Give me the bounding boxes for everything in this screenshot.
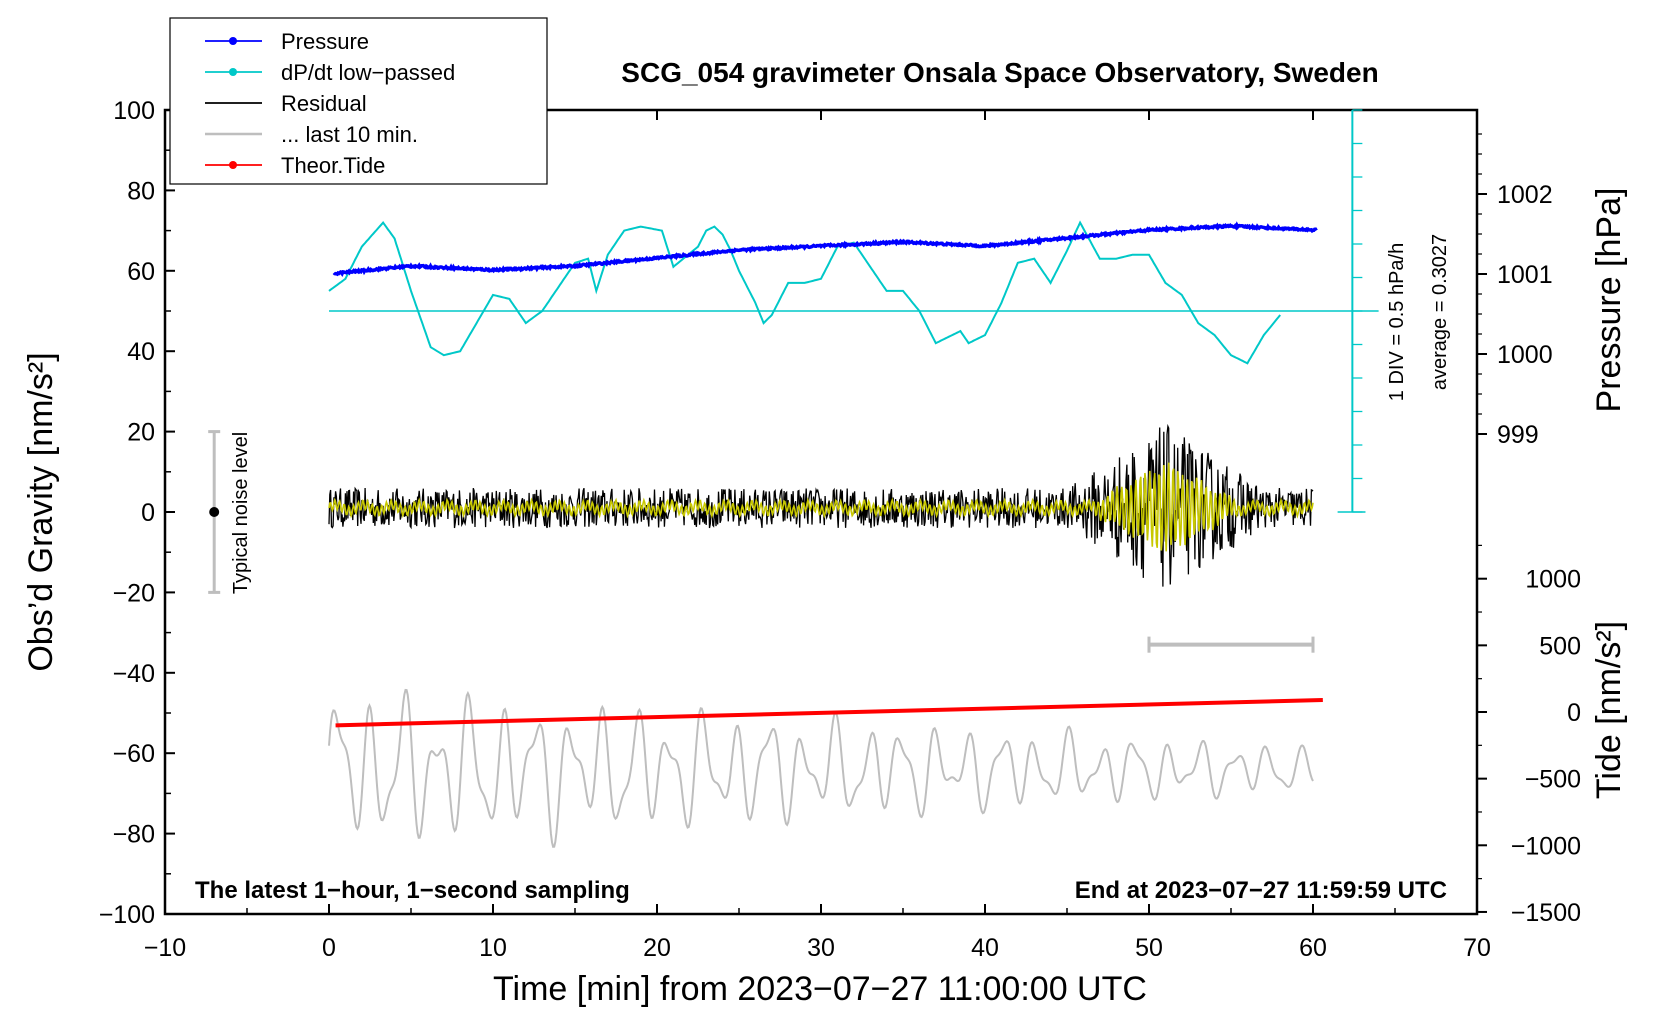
pressure-axis-title: Pressure [hPa] [1590, 188, 1628, 413]
average-label: average = 0.3027 [1429, 234, 1451, 390]
pressure-tick-label: 1001 [1497, 261, 1553, 289]
series-pressure [332, 221, 1318, 278]
legend-label: Residual [281, 91, 367, 116]
noise-bar-dot [209, 507, 220, 517]
legend-box [169, 17, 548, 185]
legend-marker [229, 37, 237, 45]
x-tick-label: −10 [144, 934, 186, 962]
pressure-tick-label: 1000 [1497, 341, 1553, 369]
tide-tick-label: 1000 [1525, 566, 1581, 594]
series-theoretical-tide [335, 698, 1323, 728]
series-layer [328, 220, 1323, 848]
x-tick-label: 20 [643, 934, 671, 962]
series-residual-smoothed [328, 462, 1314, 552]
tide-tick-label: −1000 [1511, 832, 1581, 860]
tide-tick-label: −500 [1525, 766, 1581, 794]
x-tick-label: 10 [479, 934, 507, 962]
legend-label: Theor.Tide [281, 153, 385, 178]
y-tick-label: 20 [127, 419, 155, 447]
footer-right: End at 2023−07−27 11:59:59 UTC [1075, 877, 1447, 904]
noise-label: Typical noise level [230, 432, 252, 594]
y-axis-left-title: Obs’d Gravity [nm/s²] [22, 352, 60, 671]
series-dpdt [328, 220, 1281, 365]
x-tick-label: 50 [1135, 934, 1163, 962]
y-tick-label: 40 [127, 338, 155, 366]
y-tick-label: −20 [113, 579, 155, 607]
x-tick-label: 60 [1299, 934, 1327, 962]
div-label: 1 DIV = 0.5 hPa/h [1386, 243, 1408, 401]
legend-marker [229, 68, 237, 76]
x-tick-label: 30 [807, 934, 835, 962]
legend-label: dP/dt low−passed [281, 60, 455, 85]
axes-layer: −10 0 10 20 30 40 50 60 70100806040200−20−40−60−… [99, 97, 1581, 962]
y-tick-label: 0 [141, 499, 155, 527]
x-tick-label: 70 [1463, 934, 1491, 962]
y-tick-label: 100 [113, 97, 155, 125]
tide-tick-label: −1500 [1511, 899, 1581, 927]
tide-tick-label: 0 [1567, 699, 1581, 727]
tide-axis-title: Tide [nm/s²] [1590, 621, 1628, 799]
x-tick-label: 0 [322, 934, 336, 962]
x-tick-label: 40 [971, 934, 999, 962]
legend-label: Pressure [281, 29, 369, 54]
pressure-tick-label: 1002 [1497, 181, 1553, 209]
y-tick-label: −60 [113, 740, 155, 768]
legend-items: Pressure dP/dt low−passed Residual ... last… [205, 29, 455, 178]
y-tick-label: −100 [99, 901, 155, 929]
y-tick-label: 60 [127, 258, 155, 286]
legend-marker [229, 161, 237, 169]
y-tick-label: −80 [113, 821, 155, 849]
chart-title: SCG_054 gravimeter Onsala Space Observat… [621, 57, 1378, 88]
legend-label: ... last 10 min. [281, 122, 418, 147]
pressure-tick-label: 999 [1497, 421, 1539, 449]
series-last-10-min [328, 688, 1314, 848]
tide-tick-label: 500 [1539, 632, 1581, 660]
footer-left: The latest 1−hour, 1−second sampling [195, 877, 630, 904]
x-axis-title: Time [min] from 2023−07−27 11:00:00 UTC [493, 970, 1147, 1008]
y-tick-label: 80 [127, 177, 155, 205]
legend: Pressure dP/dt low−passed Residual ... last… [169, 17, 548, 185]
y-left-title-text: Obs’d Gravity [nm/s²] [22, 352, 60, 671]
y-tick-label: −40 [113, 660, 155, 688]
